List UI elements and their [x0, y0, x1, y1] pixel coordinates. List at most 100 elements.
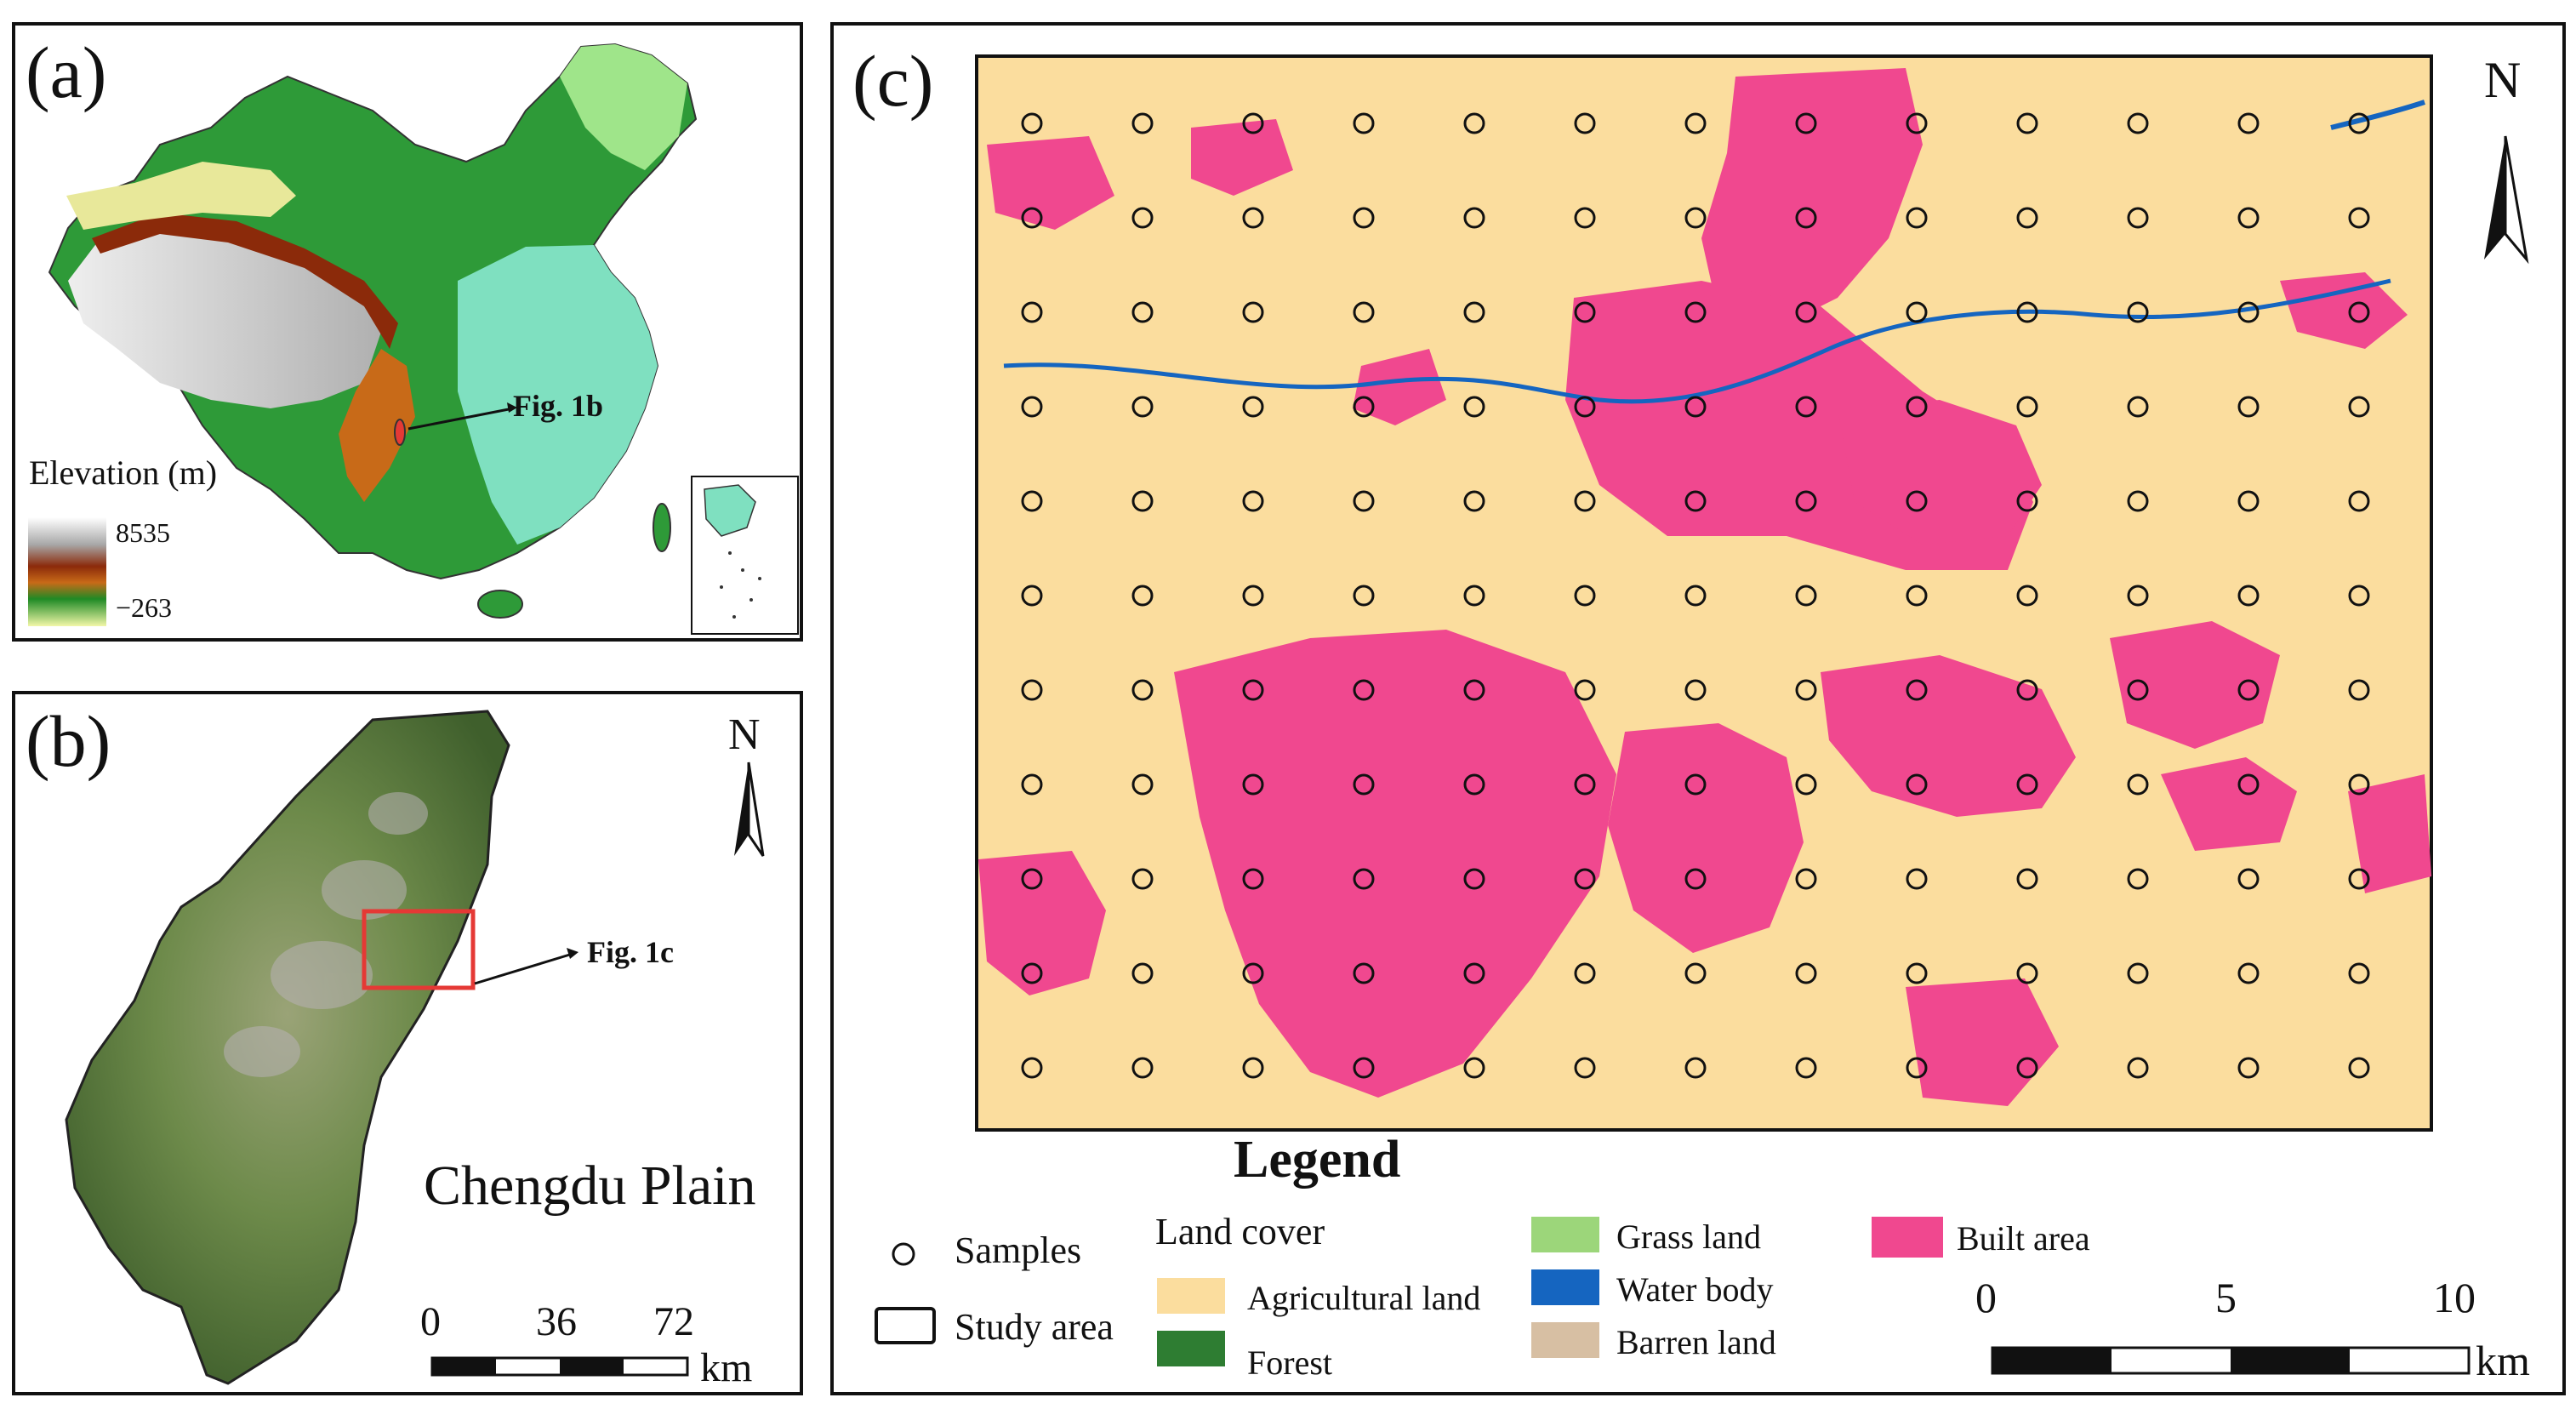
sample-point	[1906, 396, 1928, 418]
panel-b: (b) N Fig. 1c Chengdu Plain 0 36 72 km	[12, 691, 803, 1395]
sample-point	[1353, 301, 1375, 323]
sample-point	[2127, 773, 2149, 796]
sample-point	[1242, 679, 1264, 701]
taiwan-island	[653, 503, 671, 552]
sample-point	[1574, 301, 1596, 323]
panel-b-label: (b)	[26, 700, 111, 782]
sample-point	[2237, 490, 2260, 512]
sample-point	[1242, 301, 1264, 323]
sample-point	[1795, 1057, 1817, 1079]
north-arrow	[734, 762, 765, 857]
sample-point	[1906, 679, 1928, 701]
sample-point	[2016, 301, 2038, 323]
legend-title: Legend	[1234, 1131, 1401, 1189]
sample-point	[2348, 773, 2370, 796]
sample-point	[2348, 868, 2370, 890]
sample-point	[1463, 112, 1485, 134]
sample-point	[1131, 773, 1154, 796]
sample-point	[1574, 207, 1596, 229]
scale-bar	[430, 1356, 689, 1377]
sample-point	[1684, 301, 1707, 323]
sample-point	[1463, 1057, 1485, 1079]
fig1b-callout: Fig. 1b	[513, 389, 604, 423]
sample-point	[1131, 112, 1154, 134]
sample-point	[1463, 679, 1485, 701]
legend-swatch-grass	[1531, 1217, 1599, 1252]
sample-point	[1021, 773, 1043, 796]
sample-point	[2127, 868, 2149, 890]
sample-point	[1795, 962, 1817, 984]
northeast-lowland	[560, 44, 687, 170]
sample-point	[1684, 112, 1707, 134]
sample-point	[2127, 962, 2149, 984]
sample-point	[1574, 868, 1596, 890]
elevation-max-label: 8535	[116, 517, 170, 548]
sample-point	[2127, 679, 2149, 701]
sample-point	[2016, 868, 2038, 890]
legend-forest-label: Forest	[1247, 1343, 1332, 1382]
sample-point	[1906, 1057, 1928, 1079]
scale-bar-c	[1991, 1346, 2471, 1375]
sample-point	[1906, 868, 1928, 890]
sample-point	[1131, 679, 1154, 701]
sample-point	[1131, 396, 1154, 418]
china-elevation-map	[28, 43, 799, 635]
sample-point	[1463, 490, 1485, 512]
sample-point	[2127, 396, 2149, 418]
fig1b-arrow	[407, 407, 514, 431]
sample-point	[2237, 773, 2260, 796]
legend-swatch-barren	[1531, 1322, 1599, 1358]
sample-point	[1131, 585, 1154, 607]
sample-point	[1242, 773, 1264, 796]
sample-point	[2016, 962, 2038, 984]
sample-point	[1684, 396, 1707, 418]
scale-tick-c-10: 10	[2433, 1274, 2476, 1321]
sample-point	[1574, 396, 1596, 418]
legend-water-label: Water body	[1616, 1270, 1774, 1309]
sample-point	[1353, 679, 1375, 701]
sample-point	[2348, 1057, 2370, 1079]
sample-point	[1021, 396, 1043, 418]
sample-point	[1463, 585, 1485, 607]
sample-point	[1906, 301, 1928, 323]
sample-point	[1463, 962, 1485, 984]
fig1b-marker	[394, 419, 406, 446]
sample-point	[1353, 112, 1375, 134]
sample-point	[2237, 207, 2260, 229]
sample-point	[1906, 490, 1928, 512]
elevation-legend-title: Elevation (m)	[29, 454, 218, 492]
legend-agricultural-label: Agricultural land	[1247, 1279, 1481, 1317]
study-area-box	[362, 909, 476, 990]
legend-swatch-water	[1531, 1269, 1599, 1305]
sample-point	[1574, 490, 1596, 512]
sample-point	[1684, 490, 1707, 512]
scale-unit: km	[700, 1345, 753, 1390]
sample-point	[1021, 868, 1043, 890]
sample-point	[1684, 207, 1707, 229]
panel-a-label: (a)	[26, 31, 107, 113]
sample-point	[1574, 585, 1596, 607]
sample-point	[1684, 679, 1707, 701]
north-arrow-c	[2484, 135, 2529, 265]
sample-point	[2127, 1057, 2149, 1079]
sample-point	[1795, 868, 1817, 890]
sample-point	[1242, 207, 1264, 229]
legend-swatch-agricultural	[1157, 1278, 1225, 1314]
sample-point	[1021, 679, 1043, 701]
sample-point	[1684, 585, 1707, 607]
sample-point	[1131, 490, 1154, 512]
sample-point	[2016, 112, 2038, 134]
tarim-desert	[66, 162, 296, 230]
sample-point	[1574, 112, 1596, 134]
sample-point	[1574, 962, 1596, 984]
panel-c: (c) N Legend Samples Study area Land cov…	[830, 22, 2566, 1395]
sample-point	[1795, 490, 1817, 512]
legend-swatch-forest	[1157, 1331, 1225, 1366]
sample-point	[1795, 207, 1817, 229]
scale-tick-0: 0	[420, 1299, 441, 1344]
legend-land-cover-title: Land cover	[1155, 1211, 1325, 1252]
sample-point	[2348, 585, 2370, 607]
sichuan-rim	[339, 349, 415, 502]
chengdu-plain-imagery	[65, 710, 765, 1385]
sample-point	[1021, 301, 1043, 323]
